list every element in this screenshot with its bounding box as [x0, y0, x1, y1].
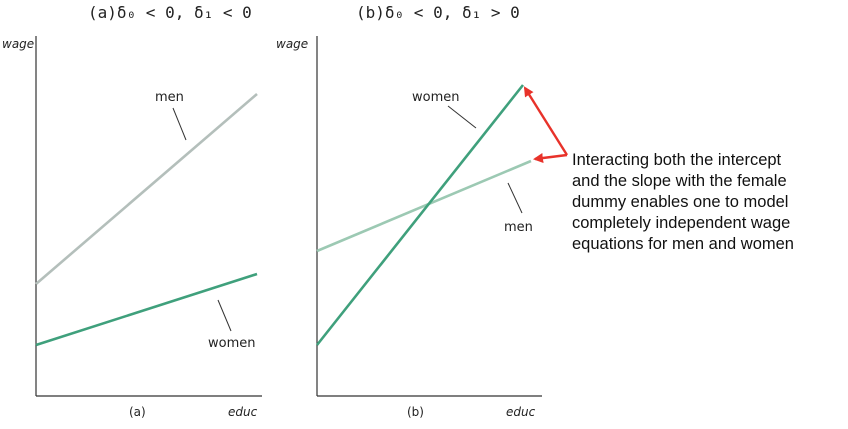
- panel-a-women-label: women: [208, 336, 256, 351]
- panel-a-men-leader: [172, 107, 187, 141]
- callout-text: Interacting both the intercept and the s…: [572, 151, 794, 253]
- callout-arrow-to-men-line: [533, 153, 568, 163]
- panel-a-x-axis-label: educ: [228, 405, 258, 419]
- panel-a-men-label: men: [155, 90, 184, 105]
- panel-b-men-label: men: [504, 220, 533, 235]
- callout-arrow-to-women-line: [523, 86, 569, 156]
- panel-b: (b)δ₀ < 0, δ₁ > 0 wage (b) educ women me…: [276, 3, 569, 419]
- panel-b-label: (b): [407, 405, 424, 419]
- panel-b-y-axis-label: wage: [276, 37, 308, 51]
- panel-a: (a)δ₀ < 0, δ₁ < 0 wage (a) educ men wome…: [2, 3, 262, 419]
- panel-b-women-line: [315, 84, 525, 346]
- panel-b-men-leader: [507, 182, 523, 214]
- panel-b-women-label: women: [412, 90, 460, 105]
- panel-a-men-line: [35, 93, 258, 285]
- panel-a-women-line: [35, 272, 258, 347]
- panel-b-men-line: [316, 159, 532, 253]
- panel-b-women-leader: [447, 105, 477, 129]
- panel-a-title: (a)δ₀ < 0, δ₁ < 0: [88, 3, 252, 22]
- panel-a-label: (a): [129, 405, 146, 419]
- panel-a-women-leader: [217, 299, 232, 332]
- panel-a-y-axis-label: wage: [2, 37, 34, 51]
- panel-b-x-axis-label: educ: [506, 405, 536, 419]
- panel-b-title: (b)δ₀ < 0, δ₁ > 0: [356, 3, 520, 22]
